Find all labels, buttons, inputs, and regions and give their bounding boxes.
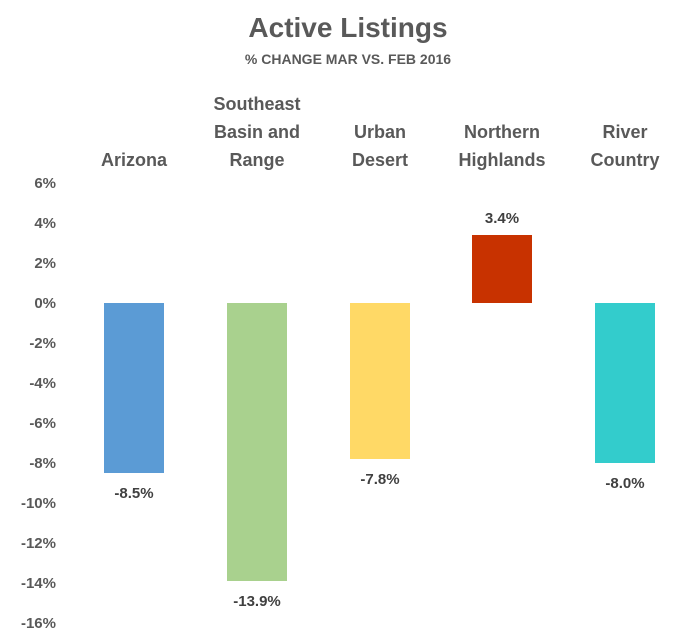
chart-title: Active Listings [248, 12, 447, 43]
y-tick-label: 6% [34, 175, 56, 192]
y-axis: 6% 4% 2% 0% -2% -4% -6% -8% -10% -12% -14% -16% [21, 175, 56, 632]
chart-subtitle: % CHANGE MAR VS. FEB 2016 [245, 51, 451, 67]
y-tick-label: 4% [34, 215, 56, 232]
category-label-line: Range [229, 150, 284, 170]
data-label: -7.8% [360, 471, 399, 488]
bar [227, 303, 287, 581]
category-label-line: Desert [352, 150, 408, 170]
category-label-line: Country [591, 150, 660, 170]
bar [104, 303, 164, 473]
y-tick-label: 2% [34, 255, 56, 272]
category-label-line: Arizona [101, 150, 168, 170]
bar [472, 235, 532, 303]
y-tick-label: -4% [29, 375, 56, 392]
category-label-line: Urban [354, 122, 406, 142]
category-labels: Arizona Southeast Basin and Range Urban Deser… [101, 94, 660, 170]
category-label-line: Southeast [213, 94, 300, 114]
y-tick-label: -2% [29, 335, 56, 352]
y-tick-label: -14% [21, 575, 56, 592]
y-tick-label: -10% [21, 495, 56, 512]
category-label-line: Northern [464, 122, 540, 142]
category-label: Arizona [101, 150, 168, 170]
data-label: 3.4% [485, 210, 519, 227]
data-label: -13.9% [233, 593, 281, 610]
category-label-line: Basin and [214, 122, 300, 142]
category-label: Southeast Basin and Range [213, 94, 300, 170]
y-tick-label: -6% [29, 415, 56, 432]
bar [350, 303, 410, 459]
category-label: River Country [591, 122, 660, 170]
data-label: -8.5% [114, 485, 153, 502]
data-labels: -8.5% -13.9% -7.8% 3.4% -8.0% [114, 210, 644, 610]
bars [104, 235, 655, 581]
data-label: -8.0% [605, 475, 644, 492]
y-tick-label: -8% [29, 455, 56, 472]
category-label-line: River [602, 122, 647, 142]
y-tick-label: -12% [21, 535, 56, 552]
category-label-line: Highlands [458, 150, 545, 170]
y-tick-label: 0% [34, 295, 56, 312]
bar [595, 303, 655, 463]
category-label: Northern Highlands [458, 122, 545, 170]
category-label: Urban Desert [352, 122, 408, 170]
y-tick-label: -16% [21, 615, 56, 632]
